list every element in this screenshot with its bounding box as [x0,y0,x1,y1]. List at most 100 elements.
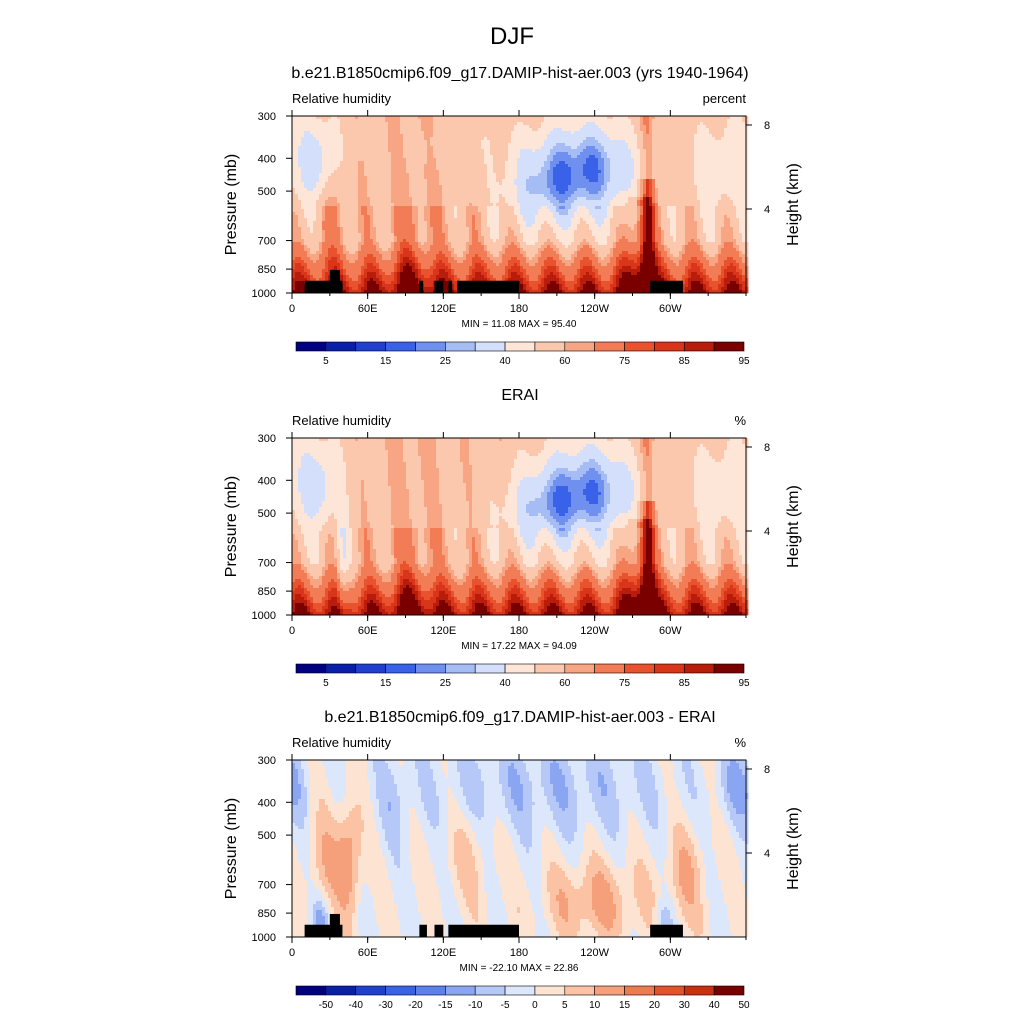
contour-cell [529,266,533,270]
contour-cell [304,155,308,159]
contour-cell [376,287,380,291]
contour-cell [523,134,527,138]
contour-cell [334,152,338,156]
contour-cell [478,170,482,174]
contour-cell [310,203,314,207]
contour-cell [508,254,512,258]
contour-cell [415,242,419,246]
contour-cell [367,230,371,234]
contour-cell [334,215,338,219]
contour-cell [460,140,464,144]
contour-cell [418,116,422,120]
contour-cell [517,170,521,174]
contour-cell [388,167,392,171]
contour-cell [541,179,545,183]
contour-cell [475,218,479,222]
contour-cell [466,236,470,240]
contour-cell [478,158,482,162]
contour-cell [316,212,320,216]
contour-cell [352,155,356,159]
contour-cell [430,215,434,219]
contour-cell [394,275,398,279]
contour-cell [373,152,377,156]
contour-cell [418,233,422,237]
contour-cell [460,146,464,150]
contour-cell [370,284,374,288]
contour-cell [445,263,449,267]
contour-cell [541,227,545,231]
contour-cell [301,245,305,249]
contour-cell [385,185,389,189]
contour-cell [343,242,347,246]
contour-cell [496,182,500,186]
contour-cell [403,191,407,195]
contour-cell [424,287,428,291]
contour-cell [451,251,455,255]
contour-cell [406,266,410,270]
contour-cell [397,233,401,237]
contour-cell [451,209,455,213]
contour-cell [505,134,509,138]
contour-cell [484,221,488,225]
contour-cell [295,218,299,222]
contour-cell [544,212,548,216]
contour-cell [487,167,491,171]
contour-cell [412,152,416,156]
contour-cell [325,224,329,228]
contour-cell [397,119,401,123]
contour-cell [319,272,323,276]
contour-cell [541,125,545,129]
contour-cell [295,233,299,237]
contour-cell [316,152,320,156]
contour-cell [346,179,350,183]
contour-cell [298,200,302,204]
contour-cell [520,134,524,138]
contour-cell [298,239,302,243]
contour-cell [343,155,347,159]
contour-cell [307,221,311,225]
contour-cell [352,260,356,264]
contour-cell [382,245,386,249]
contour-cell [532,209,536,213]
contour-cell [355,119,359,123]
contour-cell [484,185,488,189]
contour-cell [346,224,350,228]
contour-cell [478,119,482,123]
contour-cell [394,266,398,270]
contour-cell [394,155,398,159]
contour-cell [535,176,539,180]
contour-cell [322,233,326,237]
contour-cell [400,215,404,219]
contour-cell [382,194,386,198]
contour-cell [493,230,497,234]
contour-cell [490,221,494,225]
contour-cell [502,269,506,273]
contour-cell [406,200,410,204]
contour-cell [364,242,368,246]
contour-cell [376,221,380,225]
contour-cell [469,143,473,147]
contour-cell [424,209,428,213]
contour-cell [475,212,479,216]
contour-cell [520,290,524,294]
contour-cell [394,188,398,192]
contour-cell [532,203,536,207]
contour-cell [346,236,350,240]
contour-cell [535,134,539,138]
contour-cell [442,239,446,243]
contour-cell [481,134,485,138]
contour-cell [499,206,503,210]
contour-cell [292,278,296,282]
contour-cell [388,125,392,129]
contour-cell [313,278,317,282]
contour-cell [457,245,461,249]
contour-cell [478,167,482,171]
contour-cell [304,161,308,165]
contour-cell [532,173,536,177]
contour-cell [433,152,437,156]
contour-cell [358,176,362,180]
contour-cell [448,155,452,159]
contour-cell [466,227,470,231]
contour-cell [379,245,383,249]
contour-cell [364,239,368,243]
